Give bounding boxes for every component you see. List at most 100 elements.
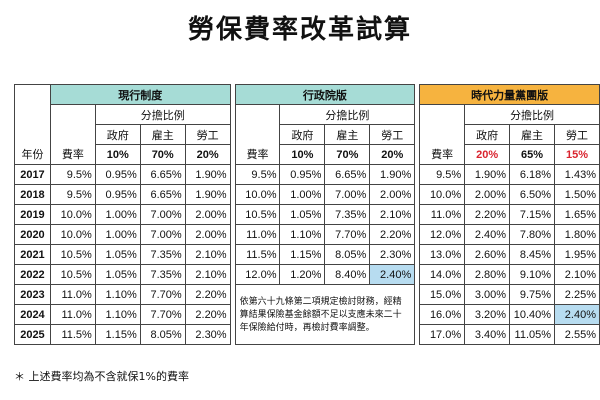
- rate-header: 費率: [49, 104, 96, 165]
- column-gap: [230, 144, 236, 165]
- share-cell: 7.35%: [139, 264, 186, 285]
- share-cell: 2.20%: [184, 304, 231, 325]
- year-cell: 2022: [14, 264, 51, 285]
- share-cell: 1.10%: [279, 224, 326, 245]
- share-cell: 7.00%: [139, 204, 186, 225]
- share-cell: 7.70%: [139, 304, 186, 325]
- ratio-value: 10%: [279, 144, 326, 165]
- share-cell: 2.00%: [184, 224, 231, 245]
- rate-cell: 10.5%: [234, 204, 281, 225]
- share-cell: 2.55%: [554, 324, 600, 345]
- share-cell: 1.00%: [94, 224, 141, 245]
- header-plan-row: 年份 現行制度 行政院版 時代力量黨團版: [14, 84, 600, 165]
- share-cell: 2.80%: [464, 264, 511, 285]
- column-gap: [230, 264, 236, 285]
- share-cell: 2.00%: [464, 184, 511, 205]
- table-row: 2024 11.0% 1.10% 7.70% 2.20% 16.0% 3.20% 10.40%…: [14, 304, 600, 325]
- share-cell: 3.40%: [464, 324, 511, 345]
- column-gap: [414, 184, 420, 205]
- share-cell: 1.10%: [94, 304, 141, 325]
- rate-cell: 9.5%: [234, 164, 281, 185]
- year-cell: 2017: [14, 164, 51, 185]
- share-cell: 1.15%: [94, 324, 141, 345]
- share-cell: 7.80%: [509, 224, 556, 245]
- share-cell: 7.70%: [324, 224, 371, 245]
- column-gap: [414, 224, 420, 245]
- share-ratio-header: 分擔比例: [464, 104, 600, 125]
- rate-header: 費率: [419, 104, 466, 165]
- column-gap: [230, 244, 236, 265]
- column-gap: [414, 304, 420, 325]
- rate-cell: 11.0%: [49, 304, 96, 325]
- column-gap: [414, 104, 420, 125]
- year-cell: 2025: [14, 324, 51, 345]
- share-cell: 8.05%: [324, 244, 371, 265]
- plan-header-npp: 時代力量黨團版: [419, 84, 600, 105]
- ratio-value: 10%: [94, 144, 141, 165]
- year-cell: 2024: [14, 304, 51, 325]
- share-cell: 1.80%: [554, 224, 600, 245]
- employer-header: 雇主: [139, 124, 186, 145]
- share-cell: 2.25%: [554, 284, 600, 305]
- share-cell: 9.10%: [509, 264, 556, 285]
- share-cell: 1.15%: [279, 244, 326, 265]
- share-ratio-header: 分擔比例: [94, 104, 231, 125]
- table-row: 2023 11.0% 1.10% 7.70% 2.20% 依第六十九條第二項規定檢討財務，…: [14, 284, 600, 345]
- rate-cell: 9.5%: [49, 184, 96, 205]
- year-cell: 2018: [14, 184, 51, 205]
- column-gap: [230, 184, 236, 205]
- ratio-value: 15%: [554, 144, 600, 165]
- share-cell: 1.90%: [184, 164, 231, 185]
- share-cell: 1.95%: [554, 244, 600, 265]
- rate-cell: 14.0%: [419, 264, 466, 285]
- rate-cell: 17.0%: [419, 324, 466, 345]
- share-cell: 6.65%: [139, 184, 186, 205]
- recalculation-note: 依第六十九條第二項規定檢討財務，經精算結果保險基金餘額不足以支應未來二十年保險給…: [234, 284, 416, 345]
- share-cell: 1.65%: [554, 204, 600, 225]
- share-cell: 2.30%: [184, 324, 231, 345]
- share-cell: 8.40%: [324, 264, 371, 285]
- column-gap: [414, 284, 420, 305]
- year-cell: 2023: [14, 284, 51, 305]
- table-row: 2021 10.5% 1.05% 7.35% 2.10% 11.5% 1.15% 8.05% 2…: [14, 244, 600, 265]
- ratio-value: 20%: [464, 144, 511, 165]
- rate-cell: 11.5%: [49, 324, 96, 345]
- rate-cell: 11.0%: [419, 204, 466, 225]
- header-ratio-row: 10% 70% 20% 10% 70% 20% 20% 65% 15%: [15, 144, 600, 165]
- labor-header: 勞工: [184, 124, 231, 145]
- table-row: 2017 9.5% 0.95% 6.65% 1.90% 9.5% 0.95% 6.65% 1.9…: [14, 164, 600, 185]
- share-cell: 0.95%: [279, 164, 326, 185]
- rate-cell: 10.5%: [49, 264, 96, 285]
- share-cell: 2.40%: [464, 224, 511, 245]
- share-cell: 7.70%: [139, 284, 186, 305]
- share-cell: 7.35%: [324, 204, 371, 225]
- table-row: 2025 11.5% 1.15% 8.05% 2.30% 17.0% 3.40% 11.05%…: [14, 324, 600, 345]
- share-cell: 1.05%: [94, 244, 141, 265]
- share-cell: 1.90%: [184, 184, 231, 205]
- share-cell: 2.00%: [369, 184, 416, 205]
- share-cell: 2.20%: [369, 224, 416, 245]
- share-cell: 7.00%: [324, 184, 371, 205]
- share-cell: 11.05%: [509, 324, 556, 345]
- employer-header: 雇主: [324, 124, 371, 145]
- plan-header-executive: 行政院版: [234, 84, 416, 105]
- government-header: 政府: [279, 124, 326, 145]
- rate-cell: 10.0%: [49, 204, 96, 225]
- share-cell: 1.90%: [464, 164, 511, 185]
- labor-header: 勞工: [554, 124, 600, 145]
- share-cell: 2.20%: [184, 284, 231, 305]
- share-cell: 10.40%: [509, 304, 556, 325]
- ratio-value: 70%: [324, 144, 371, 165]
- column-gap: [414, 144, 420, 165]
- page-title: 勞保費率改革試算: [187, 15, 412, 45]
- rate-cell: 15.0%: [419, 284, 466, 305]
- share-cell: 8.45%: [509, 244, 556, 265]
- share-cell: 2.10%: [369, 204, 416, 225]
- government-header: 政府: [94, 124, 141, 145]
- share-cell: 7.00%: [139, 224, 186, 245]
- share-cell: 8.05%: [139, 324, 186, 345]
- ratio-value: 70%: [139, 144, 186, 165]
- table-row: 2022 10.5% 1.05% 7.35% 2.10% 12.0% 1.20% 8.40% 2…: [14, 264, 600, 285]
- column-gap: [230, 164, 236, 185]
- table-row: 2020 10.0% 1.00% 7.00% 2.00% 11.0% 1.10% 7.70% 2…: [14, 224, 600, 245]
